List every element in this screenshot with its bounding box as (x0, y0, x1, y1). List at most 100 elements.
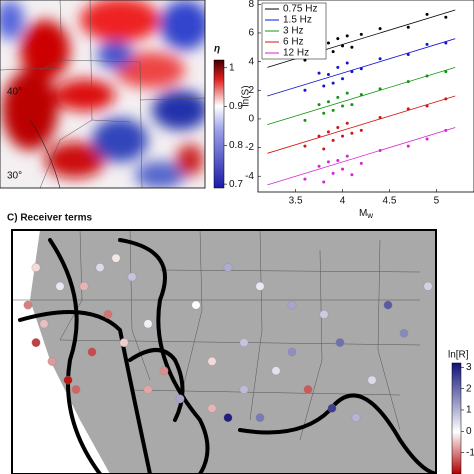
point (336, 37, 340, 41)
station (239, 385, 249, 394)
point (326, 100, 330, 104)
point (331, 138, 335, 142)
colorbar (451, 362, 462, 474)
point (303, 58, 307, 62)
point (350, 70, 354, 74)
station (79, 281, 89, 291)
point (444, 70, 448, 74)
point (378, 57, 382, 61)
point (350, 131, 354, 135)
point (331, 108, 335, 112)
colorbar-label: ln[R] (448, 350, 469, 361)
legend-label: 1.5 Hz (283, 15, 312, 26)
station (31, 263, 41, 272)
point (303, 177, 307, 181)
map-a (0, 0, 205, 188)
point (345, 91, 349, 95)
station (111, 253, 121, 263)
fit-line (267, 95, 456, 154)
point (317, 164, 321, 168)
station (303, 385, 313, 394)
colorbar-tick-label: 2 (466, 383, 472, 394)
point (359, 128, 363, 132)
point (425, 74, 429, 78)
point (341, 134, 345, 138)
point (331, 81, 335, 85)
colorbar-tick-label: 0.9 (229, 101, 243, 112)
legend-label: 0.75 Hz (283, 4, 317, 15)
point (406, 144, 410, 148)
point (406, 107, 410, 111)
point (336, 95, 340, 99)
point (406, 52, 410, 56)
point (336, 65, 340, 69)
point (336, 126, 340, 130)
point (326, 41, 330, 45)
station (31, 338, 41, 347)
point (444, 128, 448, 132)
point (345, 121, 349, 125)
station (39, 319, 49, 329)
point (378, 27, 382, 31)
station (87, 347, 97, 357)
station (119, 338, 129, 347)
point (378, 115, 382, 119)
point (317, 71, 321, 75)
station (255, 413, 265, 423)
point (341, 77, 345, 81)
point (359, 67, 363, 71)
point (444, 41, 448, 45)
y-tick-label: 6 (248, 28, 254, 39)
point (425, 104, 429, 108)
point (345, 154, 349, 158)
station (351, 413, 361, 423)
point (303, 118, 307, 122)
map-c (12, 230, 436, 474)
point (359, 32, 363, 36)
station (327, 403, 337, 413)
colorbar-tick-label: 0.7 (229, 179, 243, 190)
station (335, 338, 345, 347)
point (341, 44, 345, 48)
station (287, 300, 297, 310)
map-c-frame (11, 229, 437, 474)
point (331, 171, 335, 175)
lat-label: 30° (7, 171, 22, 182)
point (378, 87, 382, 91)
point (425, 12, 429, 16)
station (23, 300, 33, 310)
station (207, 357, 217, 366)
station (383, 300, 393, 310)
station (223, 413, 233, 423)
legend-label: 6 Hz (283, 37, 304, 48)
colorbar-tick-label: 3 (466, 362, 472, 373)
point (341, 104, 345, 108)
y-tick-label: -2 (245, 142, 254, 153)
y-tick-label: -4 (245, 171, 254, 182)
colorbar-label: η (214, 44, 220, 55)
station (63, 375, 73, 385)
station (71, 385, 81, 394)
point (350, 173, 354, 177)
station (103, 310, 113, 319)
x-tick-label: 4 (340, 196, 346, 207)
y-tick-label: 2 (248, 85, 254, 96)
station (255, 281, 265, 291)
point (336, 158, 340, 162)
station (319, 310, 329, 319)
station (287, 347, 297, 357)
point (425, 42, 429, 46)
station (207, 403, 217, 413)
point (444, 15, 448, 19)
point (425, 137, 429, 141)
point (345, 61, 349, 65)
point (345, 34, 349, 38)
x-axis-label: Mw (359, 208, 373, 220)
station (159, 366, 169, 376)
colorbar-tick-label: 0.8 (229, 140, 243, 151)
colorbar-tick-label: 1 (466, 405, 472, 416)
point (303, 88, 307, 92)
point (322, 84, 326, 88)
station (191, 300, 201, 310)
